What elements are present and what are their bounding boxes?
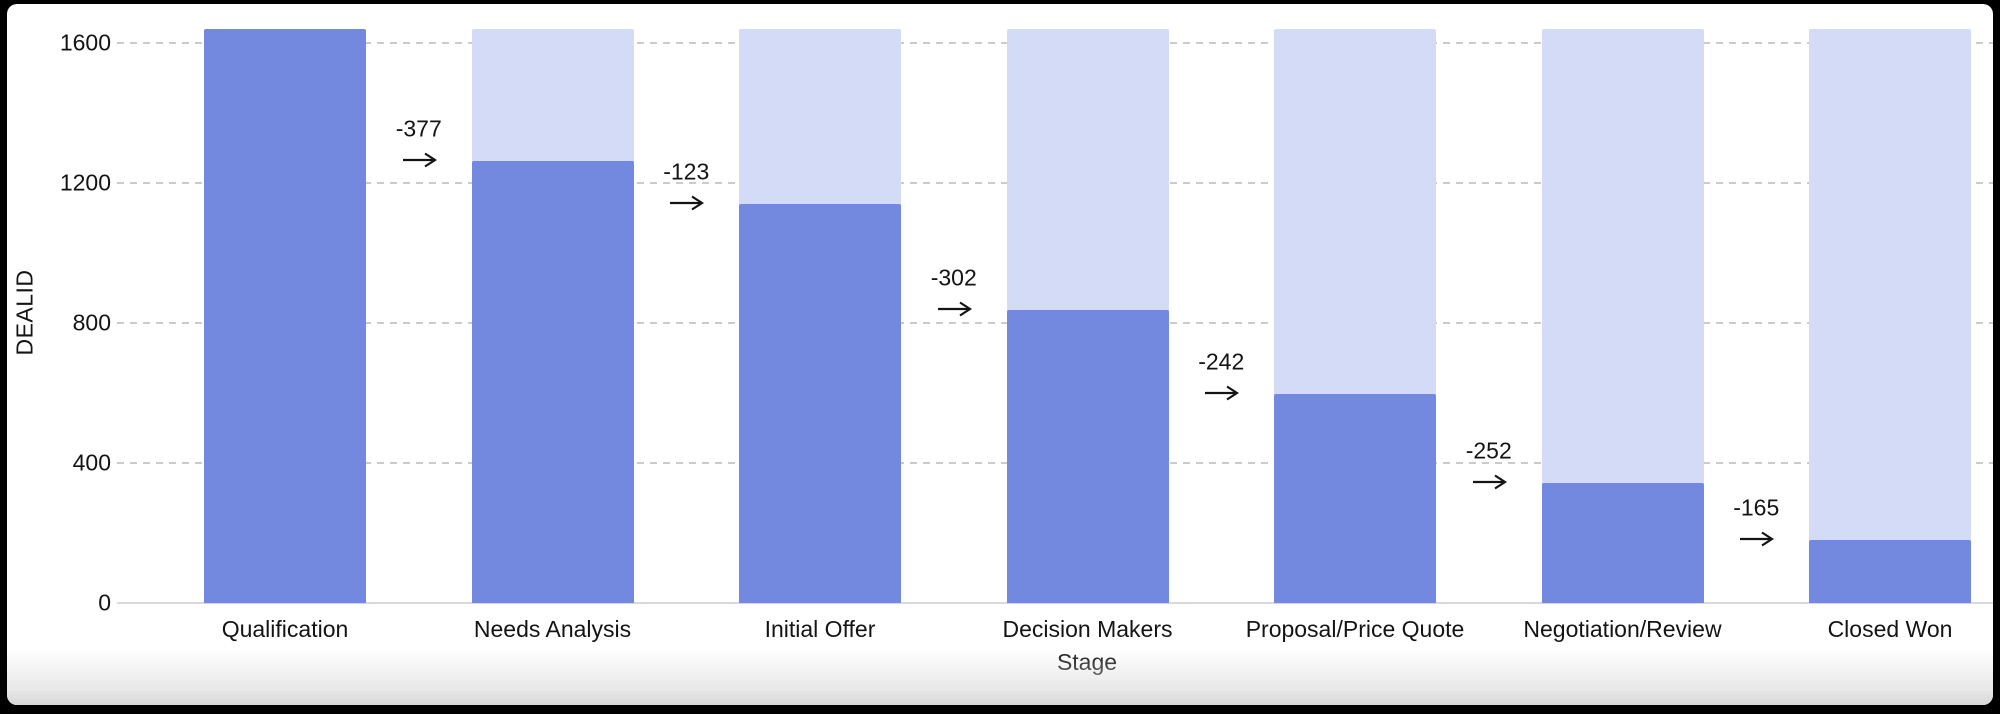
x-tick-label-proposal-price-quote: Proposal/Price Quote xyxy=(1245,616,1465,642)
bar-negotiation-review[interactable] xyxy=(1541,482,1704,603)
x-tick-label-decision-makers: Decision Makers xyxy=(1002,616,1173,642)
bar-qualification[interactable] xyxy=(204,29,366,603)
x-tick-label-needs-analysis: Needs Analysis xyxy=(473,616,632,642)
y-axis-title: DEALID xyxy=(11,269,38,356)
delta-label-252: -252 xyxy=(1465,437,1512,464)
y-tick-label-1200: 1200 xyxy=(59,169,111,196)
funnel-chart-canvas: 0 400 800 1200 1600 Qualification Needs Analys… xyxy=(7,4,1993,705)
right-arrow-icon xyxy=(1203,385,1240,401)
bar-decision-makers[interactable] xyxy=(1006,309,1169,603)
bar-initial-offer[interactable] xyxy=(739,204,901,603)
bar-needs-analysis[interactable] xyxy=(471,160,634,603)
delta-label-302: -302 xyxy=(930,264,977,291)
bar-proposal-price-quote[interactable] xyxy=(1274,394,1436,603)
right-arrow-icon xyxy=(936,301,972,317)
x-tick-label-closed-won: Closed Won xyxy=(1827,616,1953,642)
y-tick-label-400: 400 xyxy=(72,449,111,476)
delta-label-377: -377 xyxy=(395,115,442,142)
right-arrow-icon xyxy=(668,195,705,211)
right-arrow-icon xyxy=(1471,474,1507,490)
delta-label-123: -123 xyxy=(663,158,710,185)
x-tick-label-initial-offer: Initial Offer xyxy=(764,616,876,642)
delta-label-242: -242 xyxy=(1198,348,1245,375)
delta-label-165: -165 xyxy=(1733,494,1780,521)
plot-area: 0 400 800 1200 1600 Qualification Needs Analys… xyxy=(7,4,1993,705)
x-tick-label-negotiation-review: Negotiation/Review xyxy=(1523,616,1722,642)
y-tick-label-0: 0 xyxy=(98,589,111,616)
x-tick-label-qualification: Qualification xyxy=(221,616,349,642)
y-tick-label-1600: 1600 xyxy=(59,29,111,56)
x-axis-line xyxy=(117,602,1993,604)
y-tick-label-800: 800 xyxy=(72,309,111,336)
bar-track-closed-won xyxy=(1809,29,1971,603)
right-arrow-icon xyxy=(1738,531,1775,547)
bar-closed-won[interactable] xyxy=(1809,540,1971,603)
right-arrow-icon xyxy=(401,152,437,168)
x-axis-title: Stage xyxy=(1056,649,1118,675)
